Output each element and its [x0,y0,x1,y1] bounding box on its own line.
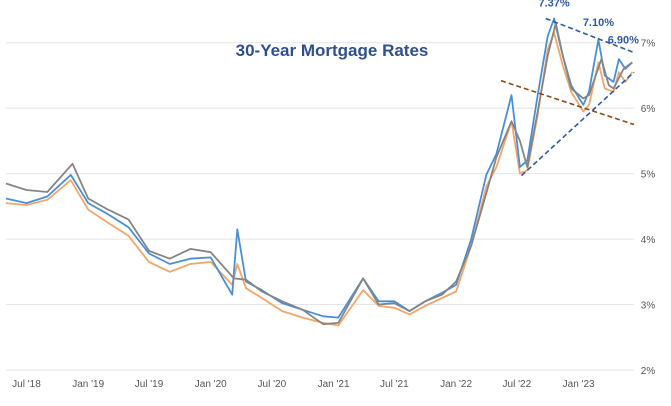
y-tick-label: 7% [641,39,656,50]
x-tick-label: Jul '19 [135,379,164,390]
series-lines [5,17,634,327]
x-tick-label: Jan '20 [195,379,227,390]
x-tick-label: Jul '22 [503,379,532,390]
annotations: 7.37% 7.10% 6.90% [539,0,640,46]
annotation-label: 7.37% [539,0,570,10]
series-line-gray [5,22,633,326]
series-line-orange [5,32,634,327]
chart-title: 30-Year Mortgage Rates [236,41,429,60]
y-tick-label: 5% [641,170,656,181]
y-tick-label: 3% [641,301,656,312]
x-axis-ticks: Jul '18 Jan '19 Jul '19 Jan '20 Jul '20 Jan '… [12,379,595,390]
trend-lines [500,17,635,177]
x-tick-label: Jul '21 [380,379,409,390]
y-tick-label: 4% [641,235,656,246]
x-tick-label: Jan '23 [563,379,595,390]
x-tick-label: Jan '22 [440,379,472,390]
trendline [521,71,635,177]
trendline [500,79,635,126]
x-tick-label: Jan '19 [72,379,104,390]
series-line-blue [5,17,633,319]
x-tick-label: Jul '20 [258,379,287,390]
annotation-label: 6.90% [608,34,639,46]
y-tick-label: 6% [641,104,656,115]
x-tick-label: Jan '21 [318,379,350,390]
y-axis-ticks: 2% 3% 4% 5% 6% 7% [641,39,656,377]
annotation-label: 7.10% [583,17,614,29]
grid-lines [6,42,634,371]
y-tick-label: 2% [641,366,656,377]
x-tick-label: Jul '18 [12,379,41,390]
